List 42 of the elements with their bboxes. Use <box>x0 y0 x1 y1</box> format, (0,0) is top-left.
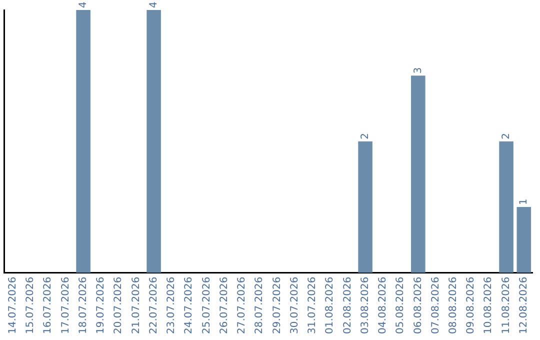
x-tick-label: 05.08.2026 <box>395 276 406 334</box>
x-tick-label: 11.08.2026 <box>500 276 512 334</box>
x-tick-label: 18.07.2026 <box>78 276 89 334</box>
bar <box>76 10 90 273</box>
data-label: 1 <box>518 198 530 206</box>
x-tick-label: 28.07.2026 <box>254 276 266 334</box>
x-tick-label: 23.07.2026 <box>166 276 178 334</box>
x-tick-label: 06.08.2026 <box>412 276 424 334</box>
x-tick-label: 16.07.2026 <box>42 276 54 334</box>
x-tick-label: 07.08.2026 <box>430 276 442 334</box>
x-tick-label: 15.07.2026 <box>25 276 36 334</box>
x-tick-label: 29.07.2026 <box>272 276 283 334</box>
x-tick-label: 20.07.2026 <box>113 276 124 334</box>
x-tick-label: 19.07.2026 <box>96 276 107 334</box>
x-tick-label: 03.08.2026 <box>360 276 371 334</box>
x-tick-label: 30.07.2026 <box>289 276 300 334</box>
x-tick-label: 04.08.2026 <box>378 276 389 334</box>
x-tick-label: 14.07.2026 <box>7 276 18 334</box>
data-label: 3 <box>412 67 424 74</box>
bar <box>499 141 514 273</box>
x-tick-label: 01.08.2026 <box>324 276 336 334</box>
x-tick-label: 02.08.2026 <box>342 276 354 334</box>
bar <box>146 10 161 273</box>
data-label: 2 <box>360 132 371 140</box>
x-tick-label: 09.08.2026 <box>466 276 477 334</box>
x-tick-label: 27.07.2026 <box>236 276 248 334</box>
x-tick-label: 24.07.2026 <box>184 276 195 334</box>
bar <box>516 207 532 273</box>
x-tick-label: 21.07.2026 <box>130 276 142 334</box>
x-tick-label: 08.08.2026 <box>448 276 459 334</box>
bar <box>358 141 372 273</box>
x-tick-label: 25.07.2026 <box>201 276 212 334</box>
x-tick-label: 22.07.2026 <box>148 276 160 334</box>
data-label: 4 <box>78 2 89 8</box>
data-label: 2 <box>500 132 512 140</box>
x-tick-label: 31.07.2026 <box>307 276 318 334</box>
x-tick-label: 17.07.2026 <box>60 276 72 334</box>
x-tick-label: 12.08.2026 <box>518 276 530 334</box>
x-tick-label: 10.08.2026 <box>483 276 494 334</box>
data-label: 4 <box>148 2 160 8</box>
x-tick-label: 26.07.2026 <box>218 276 230 334</box>
bar <box>411 76 426 273</box>
